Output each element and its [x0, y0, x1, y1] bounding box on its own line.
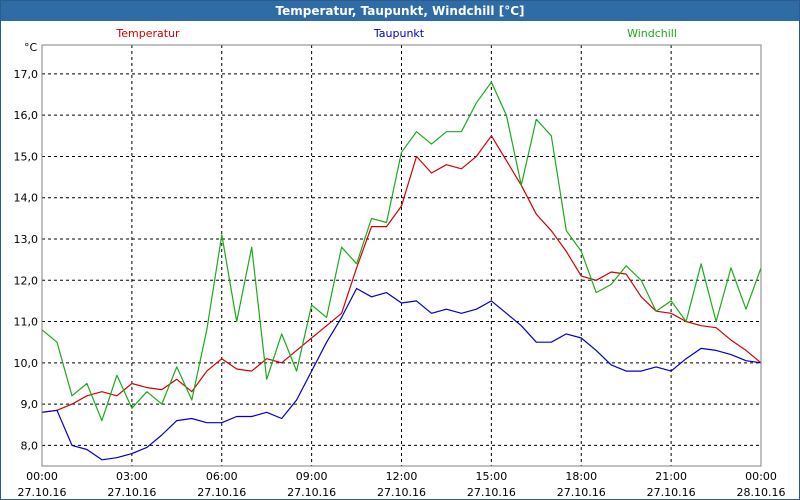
grid	[42, 45, 761, 466]
y-tick-label: 14,0	[14, 192, 39, 205]
x-tick-time: 06:00	[206, 470, 238, 483]
x-tick-date: 27.10.16	[107, 486, 156, 499]
plot-border	[41, 44, 762, 467]
y-tick-label: 11,0	[14, 316, 39, 329]
series-lines	[41, 81, 762, 461]
legend-taupunkt: Taupunkt	[373, 27, 425, 40]
y-tick-label: 15,0	[14, 150, 39, 163]
x-tick-date: 27.10.16	[467, 486, 516, 499]
taupunkt-line	[41, 287, 762, 461]
x-tick-time: 00:00	[745, 470, 777, 483]
x-tick-date: 27.10.16	[377, 486, 426, 499]
y-axis-ticks: 8,0 9,0 10,0 11,0 12,0 13,0 14,0 15,0 16,0 17,0	[14, 68, 39, 452]
x-tick-time: 00:00	[26, 470, 58, 483]
window-title: Temperatur, Taupunkt, Windchill [°C]	[1, 1, 799, 21]
windchill-line	[41, 81, 762, 422]
x-tick-time: 18:00	[565, 470, 597, 483]
y-tick-label: 16,0	[14, 109, 39, 122]
x-tick-time: 09:00	[296, 470, 328, 483]
x-tick-time: 12:00	[386, 470, 418, 483]
legend-temperatur: Temperatur	[115, 27, 180, 40]
y-tick-label: 17,0	[14, 68, 39, 81]
x-tick-date: 27.10.16	[647, 486, 696, 499]
temperatur-line	[41, 135, 762, 413]
y-tick-label: 9,0	[21, 398, 39, 411]
x-tick-date: 27.10.16	[557, 486, 606, 499]
x-tick-date: 28.10.16	[737, 486, 786, 499]
y-axis-label: °C	[24, 41, 38, 54]
x-tick-date: 27.10.16	[18, 486, 67, 499]
y-tick-label: 8,0	[21, 439, 39, 452]
y-tick-label: 10,0	[14, 357, 39, 370]
x-tick-time: 21:00	[655, 470, 687, 483]
x-tick-date: 27.10.16	[197, 486, 246, 499]
y-tick-label: 12,0	[14, 274, 39, 287]
x-tick-time: 03:00	[116, 470, 148, 483]
x-axis-ticks: 00:00 27.10.16 03:00 27.10.16 06:00 27.10.16 0…	[18, 470, 786, 499]
legend-windchill: Windchill	[627, 27, 677, 40]
x-tick-date: 27.10.16	[287, 486, 336, 499]
y-tick-label: 13,0	[14, 233, 39, 246]
x-tick-time: 15:00	[476, 470, 508, 483]
